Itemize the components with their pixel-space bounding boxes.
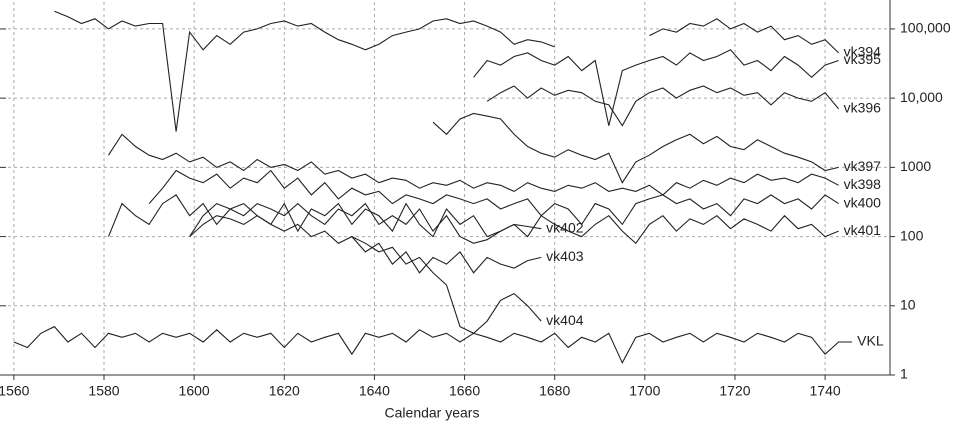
x-tick-label: 1640 xyxy=(359,383,390,399)
y-tick-label: 100 xyxy=(900,227,924,243)
x-axis-title: Calendar years xyxy=(385,405,480,421)
series-line xyxy=(351,236,542,334)
series-label: vk396 xyxy=(844,100,882,116)
series-line xyxy=(107,194,839,245)
series-line xyxy=(473,49,839,126)
y-tick-label: 10,000 xyxy=(900,89,943,105)
series-line xyxy=(432,112,839,184)
series-line xyxy=(108,133,839,196)
x-tick-label: 1560 xyxy=(0,383,30,399)
x-tick-label: 1700 xyxy=(629,383,660,399)
x-tick-label: 1580 xyxy=(88,383,119,399)
x-tick-label: 1600 xyxy=(179,383,210,399)
series-line xyxy=(486,85,840,127)
y-tick-label: 1000 xyxy=(900,158,931,174)
x-tick-label: 1720 xyxy=(719,383,750,399)
series-label: vk394 xyxy=(844,44,882,60)
series-label: vk402 xyxy=(546,219,584,235)
series-label: vk398 xyxy=(844,176,882,192)
x-tick-label: 1680 xyxy=(539,383,570,399)
series-line xyxy=(189,202,542,244)
x-tick-label: 1620 xyxy=(269,383,300,399)
y-tick-label: 10 xyxy=(900,296,916,312)
x-tick-label: 1660 xyxy=(449,383,480,399)
series-line xyxy=(148,169,839,226)
series-label: vk401 xyxy=(844,222,882,238)
y-tick-label: 100,000 xyxy=(900,20,951,36)
series-label: vk400 xyxy=(844,194,882,210)
series-line xyxy=(189,215,542,274)
y-tick-label: 1 xyxy=(900,366,908,382)
series-label: vk404 xyxy=(546,312,584,328)
series-label: vk397 xyxy=(844,158,882,174)
series-label: vk403 xyxy=(546,248,584,264)
x-tick-label: 1740 xyxy=(810,383,841,399)
series-line xyxy=(13,325,853,365)
series-label: vk395 xyxy=(844,51,882,67)
series-line xyxy=(54,10,839,132)
series-label: VKL xyxy=(857,333,884,349)
